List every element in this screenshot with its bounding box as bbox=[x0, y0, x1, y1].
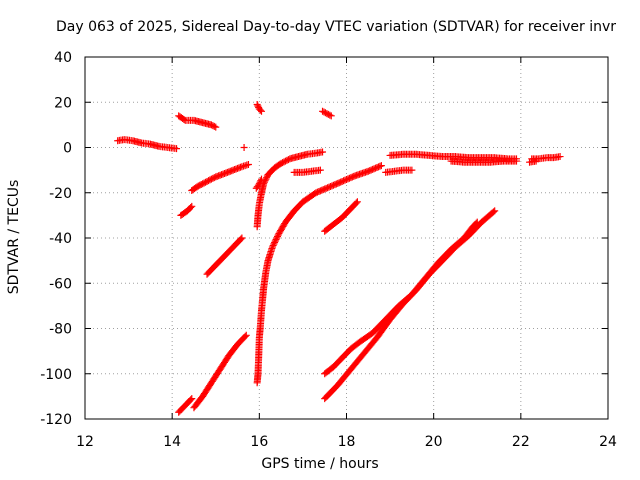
data-point bbox=[269, 242, 277, 250]
data-point bbox=[272, 236, 280, 244]
data-point bbox=[353, 198, 361, 206]
data-point bbox=[532, 157, 540, 165]
series-arc4 bbox=[177, 202, 196, 219]
x-axis-ticks: 12 14 16 18 20 22 24 bbox=[76, 57, 617, 450]
data-point bbox=[242, 331, 250, 339]
series-arc14 bbox=[319, 107, 335, 120]
series-arc8 bbox=[240, 144, 248, 151]
series-arc15 bbox=[321, 198, 361, 235]
y-tick-label: -40 bbox=[49, 231, 72, 247]
x-tick-label: 20 bbox=[425, 434, 443, 450]
series-arc2 bbox=[175, 112, 220, 131]
y-tick-label: 40 bbox=[54, 50, 72, 66]
series-arc18 bbox=[382, 166, 416, 176]
y-axis-ticks: -120 -100 -80 -60 -40 -20 0 20 40 bbox=[40, 50, 608, 428]
data-point bbox=[270, 240, 278, 248]
series-arc6 bbox=[175, 395, 196, 416]
data-point bbox=[326, 111, 334, 119]
y-tick-label: -60 bbox=[49, 276, 72, 292]
data-point bbox=[257, 177, 265, 185]
data-point bbox=[210, 122, 218, 130]
data-point bbox=[273, 232, 281, 240]
data-point bbox=[376, 162, 384, 170]
data-point bbox=[173, 145, 181, 153]
series-arc1 bbox=[114, 136, 181, 153]
data-point bbox=[253, 101, 261, 109]
data-point bbox=[489, 208, 497, 216]
y-axis-label: SDTVAR / TECUs bbox=[6, 179, 22, 295]
x-tick-label: 14 bbox=[163, 434, 181, 450]
series-arc5 bbox=[203, 234, 246, 278]
series-arc12 bbox=[252, 175, 266, 192]
x-tick-label: 24 bbox=[599, 434, 617, 450]
data-point bbox=[491, 207, 499, 215]
gridlines bbox=[85, 57, 608, 419]
y-tick-label: 20 bbox=[54, 95, 72, 111]
data-point bbox=[241, 332, 249, 340]
series-arc22 bbox=[526, 157, 540, 166]
data-point bbox=[237, 235, 245, 243]
x-tick-label: 22 bbox=[512, 434, 530, 450]
data-point bbox=[258, 107, 266, 115]
series-arc11 bbox=[253, 148, 327, 231]
data-point bbox=[180, 115, 188, 123]
data-point bbox=[188, 395, 196, 403]
data-point bbox=[327, 112, 335, 120]
series-arc13 bbox=[290, 166, 324, 176]
data-point bbox=[187, 396, 195, 404]
series-arc9 bbox=[253, 101, 266, 115]
x-axis-label: GPS time / hours bbox=[261, 456, 379, 472]
chart-title: Day 063 of 2025, Sidereal Day-to-day VTE… bbox=[56, 19, 617, 35]
data-point bbox=[352, 199, 360, 207]
x-tick-label: 18 bbox=[338, 434, 356, 450]
data-point bbox=[212, 123, 220, 131]
data-point bbox=[256, 178, 264, 186]
data-point bbox=[271, 237, 279, 245]
series-arc3 bbox=[188, 160, 252, 194]
data-point bbox=[240, 144, 248, 151]
data-point bbox=[258, 175, 266, 183]
series-arc17 bbox=[321, 207, 499, 403]
data-point bbox=[271, 239, 279, 247]
data-point bbox=[408, 166, 416, 174]
series-arc19 bbox=[386, 150, 520, 163]
data-point bbox=[238, 234, 246, 242]
data-point bbox=[254, 102, 262, 110]
data-point bbox=[316, 166, 324, 174]
data-point bbox=[256, 106, 264, 114]
data-points bbox=[114, 101, 564, 416]
data-point bbox=[187, 203, 195, 211]
x-tick-label: 12 bbox=[76, 434, 94, 450]
x-tick-label: 16 bbox=[250, 434, 268, 450]
data-point bbox=[263, 174, 271, 182]
y-tick-label: -120 bbox=[40, 412, 72, 428]
data-point bbox=[188, 202, 196, 210]
data-point bbox=[255, 180, 263, 188]
y-tick-label: 0 bbox=[63, 141, 72, 157]
data-point bbox=[556, 153, 564, 161]
series-arc7 bbox=[190, 331, 250, 412]
data-point bbox=[273, 234, 281, 242]
data-point bbox=[244, 160, 252, 168]
data-point bbox=[512, 157, 520, 165]
y-tick-label: -20 bbox=[49, 186, 72, 202]
series-arc10 bbox=[253, 162, 385, 387]
y-tick-label: -80 bbox=[49, 322, 72, 338]
y-tick-label: -100 bbox=[40, 367, 72, 383]
series-arc20 bbox=[447, 157, 520, 166]
data-point bbox=[319, 148, 327, 156]
data-point bbox=[268, 243, 276, 251]
data-point bbox=[377, 162, 385, 170]
